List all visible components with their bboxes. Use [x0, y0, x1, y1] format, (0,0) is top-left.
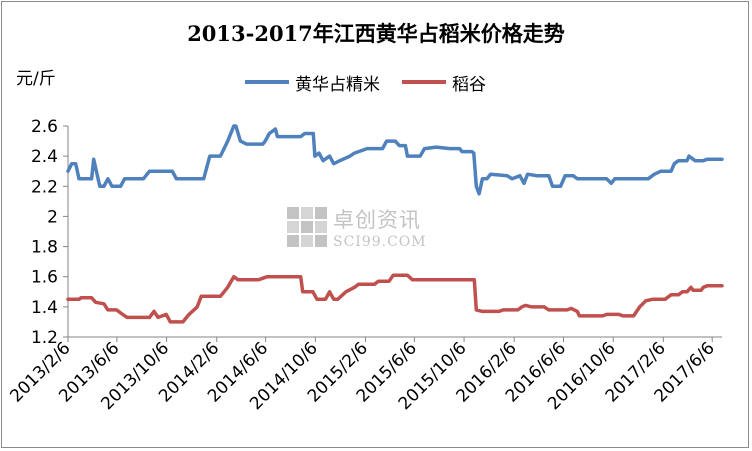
- y-tick-label: 1.4: [31, 298, 58, 318]
- y-tick-label: 1.6: [31, 268, 58, 288]
- series-line-0: [66, 124, 724, 196]
- legend-item-rice: 黄华占精米: [245, 70, 380, 95]
- legend: 黄华占精米 稻谷: [245, 70, 508, 95]
- watermark-logo-icon: [287, 207, 327, 247]
- legend-swatch-paddy: [402, 80, 446, 84]
- chart-title: 2013-2017年江西黄华占稻米价格走势: [187, 21, 565, 46]
- legend-label-paddy: 稻谷: [452, 74, 486, 95]
- y-tick-label: 2: [47, 207, 58, 227]
- legend-item-paddy: 稻谷: [402, 70, 486, 95]
- y-tick-label: 1.2: [31, 328, 58, 348]
- watermark-text-en: SCI99.COM: [333, 234, 427, 250]
- watermark-text: 卓创资讯 SCI99.COM: [333, 204, 427, 250]
- y-tick-label: 2.4: [31, 147, 58, 167]
- legend-label-rice: 黄华占精米: [295, 74, 380, 95]
- watermark-text-cn: 卓创资讯: [333, 208, 421, 232]
- y-tick-label: 1.8: [31, 238, 58, 258]
- y-axis-unit-label: 元/斤: [16, 69, 56, 89]
- series-line-1: [66, 273, 724, 324]
- watermark: 卓创资讯 SCI99.COM: [287, 204, 427, 250]
- y-tick-label: 2.2: [31, 177, 58, 197]
- legend-swatch-rice: [245, 80, 289, 84]
- y-tick-label: 2.6: [31, 117, 58, 137]
